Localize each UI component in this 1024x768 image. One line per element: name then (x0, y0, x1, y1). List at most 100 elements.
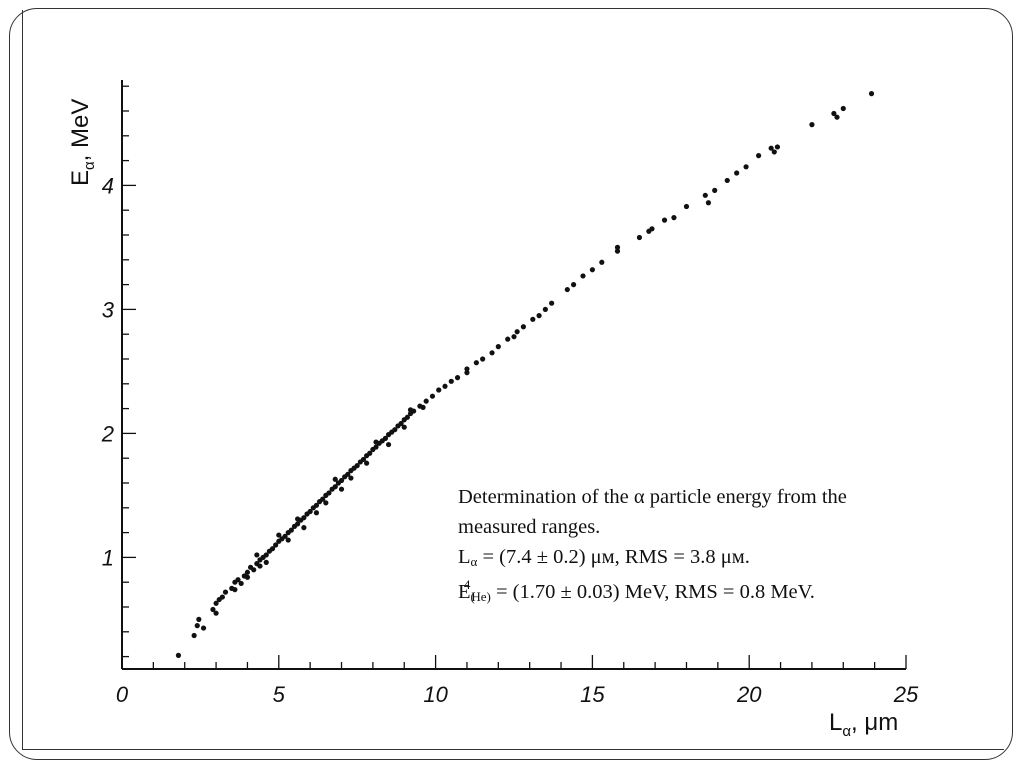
data-point (232, 587, 238, 593)
data-point (263, 552, 269, 558)
data-point (263, 559, 269, 565)
data-point (307, 508, 313, 515)
plot-axes (121, 80, 906, 670)
x-tick-label: 20 (736, 682, 762, 707)
data-point (429, 393, 436, 399)
data-point (367, 450, 373, 456)
x-tick-label: 25 (893, 682, 919, 707)
data-point (222, 589, 229, 595)
data-point (702, 192, 708, 198)
x-axis-title: Lα, μm (829, 709, 898, 740)
data-point (661, 217, 668, 223)
y-tick-label: 4 (102, 173, 114, 198)
data-point (295, 516, 301, 522)
data-point (868, 91, 875, 97)
y-tick-label: 3 (102, 297, 115, 322)
data-point (382, 435, 389, 441)
data-point (196, 616, 202, 623)
data-point (480, 356, 486, 362)
data-point (520, 324, 527, 330)
data-point (244, 574, 251, 580)
data-point (194, 623, 200, 629)
data-point (636, 234, 643, 241)
chart-annotation: Determination of the α particle energy f… (458, 482, 958, 612)
data-point (269, 546, 276, 552)
data-point (373, 444, 379, 450)
data-point (724, 177, 730, 184)
x-tick-label: 10 (423, 682, 448, 707)
annotation-line-3: Lα = (7.4 ± 0.2) μм, RMS = 3.8 μм. (458, 546, 750, 569)
data-point (254, 552, 260, 558)
annotation-line-1: Determination of the α particle energy f… (458, 486, 847, 508)
data-point (705, 200, 712, 206)
data-point (436, 387, 442, 393)
y-tick-label: 1 (102, 545, 114, 570)
data-point (464, 370, 470, 376)
data-point (743, 164, 749, 170)
data-point (219, 594, 225, 600)
data-point (398, 420, 404, 427)
data-point (373, 439, 379, 445)
data-point (210, 606, 216, 613)
data-point (649, 226, 655, 232)
data-point (407, 407, 414, 413)
data-point (338, 477, 345, 484)
data-point (191, 632, 197, 639)
slide-inner-border (22, 10, 1004, 750)
data-point (235, 577, 241, 583)
data-point (514, 329, 520, 335)
slide-frame (9, 8, 1013, 760)
data-point (175, 652, 182, 658)
data-point (464, 366, 470, 372)
data-point (401, 424, 407, 430)
x-tick-label: 15 (580, 682, 605, 707)
data-point (580, 273, 586, 279)
data-point (323, 500, 329, 506)
y-axis-title: Eα, MeV (67, 99, 98, 186)
data-point (536, 313, 542, 319)
data-point (200, 625, 207, 631)
data-point (530, 316, 536, 322)
data-point (301, 525, 307, 531)
data-point (423, 398, 429, 404)
data-point (257, 563, 263, 569)
data-point (288, 527, 294, 533)
data-point (683, 203, 690, 210)
data-point (354, 463, 360, 469)
data-point (542, 306, 548, 312)
data-point (385, 441, 392, 448)
data-point (238, 580, 244, 587)
data-point (301, 515, 307, 521)
data-point (599, 259, 605, 265)
data-point (473, 360, 479, 366)
x-tick-label: 0 (116, 682, 129, 707)
data-point (774, 144, 781, 150)
data-point (570, 282, 577, 288)
tick-labels: 0 5 10 15 20 25 1 2 3 4 (101, 173, 919, 707)
data-point (295, 521, 301, 527)
data-point (320, 496, 326, 502)
data-point (809, 122, 815, 128)
annotation-line-4: E(4He) = (1.70 ± 0.03) MeV, RMS = 0.8 Me… (458, 577, 815, 604)
data-point (313, 510, 320, 516)
data-point (614, 248, 621, 254)
data-point (671, 215, 677, 221)
data-point (364, 460, 370, 466)
axis-ticks (121, 85, 907, 669)
data-point (332, 476, 338, 482)
data-point (712, 187, 718, 193)
data-point (489, 350, 495, 356)
data-point (244, 569, 251, 575)
data-point (420, 404, 426, 410)
data-point (360, 456, 367, 463)
data-point (404, 414, 410, 420)
data-point (834, 114, 840, 120)
y-tick-label: 2 (101, 421, 114, 446)
x-tick-label: 5 (273, 682, 286, 707)
data-point (511, 334, 517, 340)
data-point (213, 600, 219, 606)
data-point (276, 532, 282, 538)
data-point (348, 475, 354, 481)
data-point (282, 533, 288, 539)
